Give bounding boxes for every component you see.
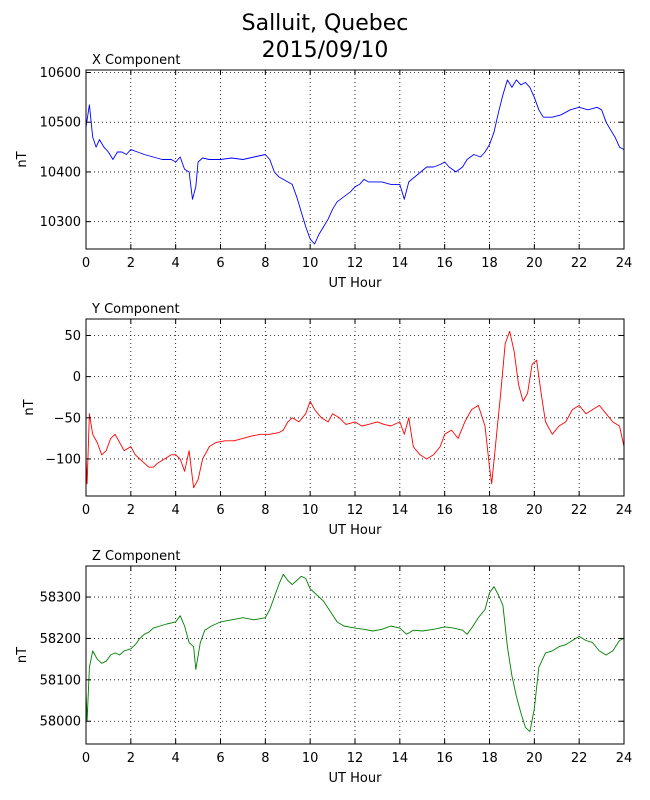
z-component-series-line <box>85 573 625 733</box>
x-tick-label: 6 <box>216 503 224 518</box>
x-tick-label: 0 <box>82 256 90 271</box>
x-tick-label: 12 <box>347 256 364 271</box>
y-tick-label: −100 <box>45 452 81 467</box>
x-tick-label: 24 <box>616 256 633 271</box>
x-tick-label: 14 <box>392 503 409 518</box>
x-tick-label: 12 <box>347 751 364 766</box>
y-axis-label-z: nT <box>15 647 30 663</box>
x-tick-label: 10 <box>302 751 319 766</box>
x-tick-label: 6 <box>216 751 224 766</box>
x-tick-label: 24 <box>616 503 633 518</box>
y-tick-label: 58000 <box>40 715 81 730</box>
x-tick-label: 12 <box>347 503 364 518</box>
x-tick-label: 24 <box>616 751 633 766</box>
y-tick-label: −50 <box>54 411 81 426</box>
panel-z-component: 0 2 4 6 8 10 12 14 16 18 20 22 245800058100582005830… <box>15 549 632 786</box>
x-tick-label: 14 <box>392 256 409 271</box>
panel-title-y: Y Component <box>91 302 180 317</box>
x-tick-label: 18 <box>481 751 498 766</box>
x-tick-label: 4 <box>172 751 180 766</box>
x-axis-label-z: UT Hour <box>329 771 383 786</box>
x-tick-label: 4 <box>172 256 180 271</box>
y-tick-label: 50 <box>64 329 81 344</box>
y-component-series-line <box>85 330 625 489</box>
x-tick-label: 2 <box>127 751 135 766</box>
x-axis-label-y: UT Hour <box>329 523 383 538</box>
panel-title-z: Z Component <box>92 549 181 564</box>
y-tick-label: 10500 <box>40 116 81 131</box>
x-tick-label: 20 <box>526 751 543 766</box>
x-tick-label: 2 <box>127 256 135 271</box>
x-tick-label: 16 <box>436 256 453 271</box>
x-tick-label: 14 <box>392 751 409 766</box>
x-tick-label: 0 <box>82 503 90 518</box>
x-tick-label: 22 <box>571 256 588 271</box>
y-tick-label: 58300 <box>40 591 81 606</box>
x-tick-label: 8 <box>261 256 269 271</box>
x-tick-label: 10 <box>302 256 319 271</box>
figure-title-line-2: 2015/09/10 <box>261 38 389 63</box>
y-tick-label: 58100 <box>40 673 81 688</box>
y-tick-label: 0 <box>73 370 81 385</box>
x-tick-label: 20 <box>526 503 543 518</box>
y-tick-label: 10400 <box>40 165 81 180</box>
y-axis-label-y: nT <box>22 399 37 415</box>
x-component-series-line <box>85 79 625 245</box>
x-tick-label: 18 <box>481 256 498 271</box>
x-tick-label: 20 <box>526 256 543 271</box>
figure-title-line-1: Salluit, Quebec <box>241 11 409 36</box>
x-tick-label: 0 <box>82 751 90 766</box>
y-tick-label: 10300 <box>40 215 81 230</box>
x-tick-label: 10 <box>302 503 319 518</box>
x-tick-label: 8 <box>261 751 269 766</box>
x-tick-label: 8 <box>261 503 269 518</box>
panel-x-component: 0 2 4 6 8 10 12 14 16 18 20 22 241030010400105001060… <box>15 53 632 291</box>
y-tick-label: 58200 <box>40 632 81 647</box>
panel-title-x: X Component <box>92 53 181 68</box>
y-tick-label: 10600 <box>40 66 81 81</box>
x-tick-label: 2 <box>127 503 135 518</box>
x-tick-label: 22 <box>571 503 588 518</box>
y-axis-label-x: nT <box>15 151 30 167</box>
x-tick-label: 16 <box>436 751 453 766</box>
x-axis-label-x: UT Hour <box>329 276 383 291</box>
x-tick-label: 18 <box>481 503 498 518</box>
x-tick-label: 16 <box>436 503 453 518</box>
x-tick-label: 6 <box>216 256 224 271</box>
figure-title: Salluit, Quebec 2015/09/10 <box>0 10 650 64</box>
x-tick-label: 22 <box>571 751 588 766</box>
x-tick-label: 4 <box>172 503 180 518</box>
